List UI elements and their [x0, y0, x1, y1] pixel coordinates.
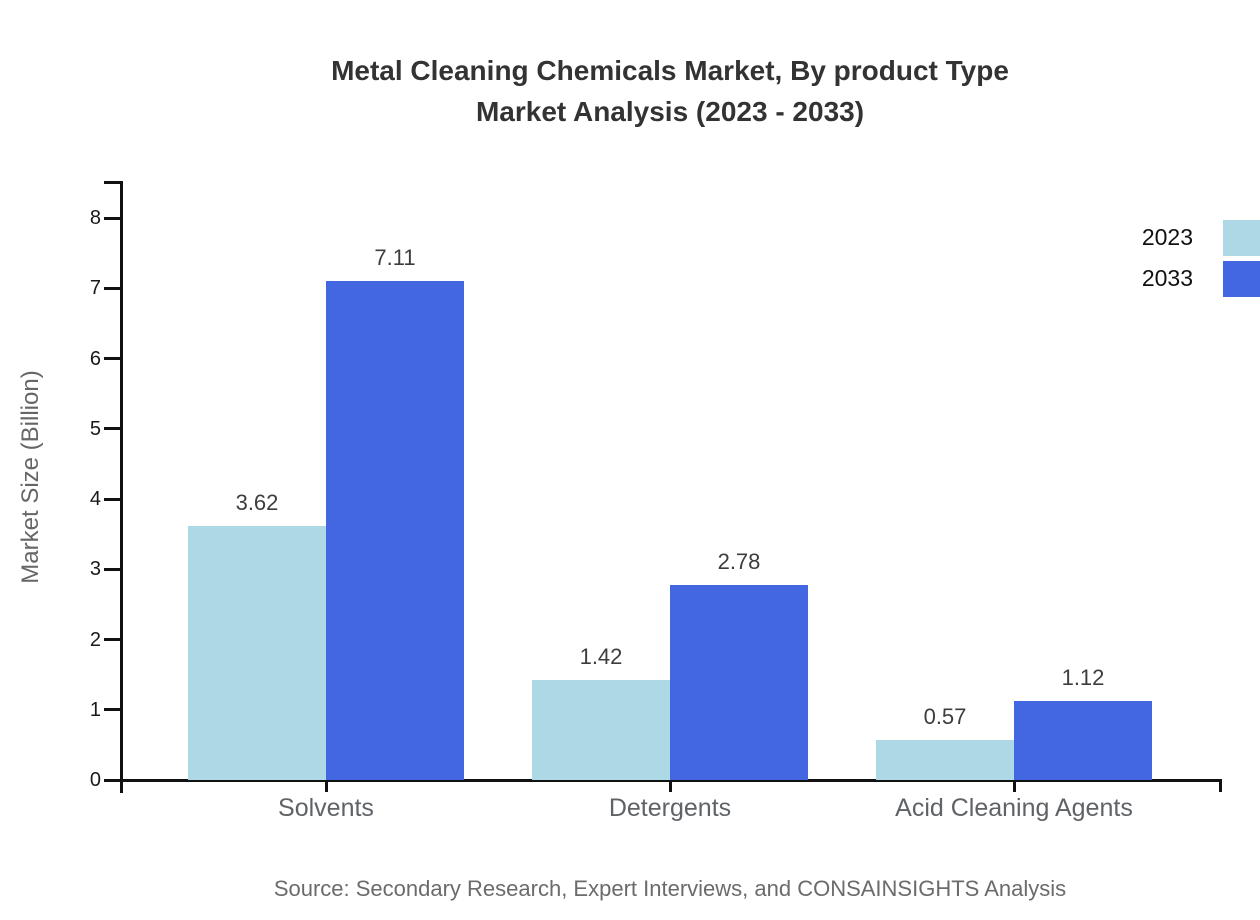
- legend-label-2023: 2023: [1141, 224, 1193, 250]
- bar-2033-solvents: [326, 280, 464, 780]
- chart-title-line1: Metal Cleaning Chemicals Market, By prod…: [331, 55, 1009, 86]
- category-label: Detergents: [608, 794, 732, 822]
- legend-label-2033: 2033: [1141, 265, 1193, 291]
- y-axis-tick-label: 5: [89, 417, 101, 440]
- bar-2023-solvents: [188, 525, 326, 780]
- y-axis-tick: [104, 216, 121, 220]
- y-axis-tick: [104, 638, 121, 641]
- legend: 2023 2033: [1142, 217, 1260, 299]
- y-axis-tick: [104, 567, 121, 571]
- y-axis-tick: [104, 497, 121, 501]
- bar-2033-acid-cleaning-agents: [1014, 701, 1152, 780]
- value-label: 0.57: [923, 703, 967, 729]
- category-label: Acid Cleaning Agents: [895, 794, 1133, 822]
- y-axis-tick-label: 2: [89, 628, 101, 651]
- value-label: 2.78: [717, 548, 761, 574]
- x-axis-line: [106, 778, 1222, 782]
- y-axis-tick: [104, 708, 121, 712]
- y-axis-tick-label: 6: [89, 347, 101, 370]
- y-axis-tick: [104, 778, 121, 782]
- chart-title: Metal Cleaning Chemicals Market, By prod…: [80, 50, 1260, 132]
- y-axis-tick-label: 1: [89, 698, 101, 721]
- chart-title-line2: Market Analysis (2023 - 2033): [475, 96, 865, 127]
- x-axis-tick: [1012, 780, 1016, 792]
- y-axis-end-cap: [104, 181, 121, 184]
- legend-swatch-2023: [1223, 219, 1260, 256]
- y-axis-tick-label: 4: [89, 488, 101, 510]
- bar-2033-detergents: [670, 584, 808, 780]
- y-axis-tick: [104, 357, 121, 360]
- y-axis-tick-label: 7: [89, 277, 101, 300]
- value-label: 1.42: [579, 644, 623, 670]
- x-axis-tick: [668, 780, 672, 792]
- y-axis-tick: [104, 286, 121, 290]
- legend-item-2033: 2033: [1142, 258, 1260, 299]
- value-label: 3.62: [235, 489, 279, 515]
- category-label: Solvents: [278, 794, 374, 822]
- x-axis-tick: [324, 780, 328, 792]
- legend-swatch-2033: [1223, 260, 1260, 297]
- bar-2023-acid-cleaning-agents: [876, 739, 1014, 780]
- x-axis-end-cap: [1219, 780, 1222, 792]
- y-axis-tick-label: 0: [89, 769, 101, 791]
- y-axis-tick-label: 3: [89, 558, 101, 581]
- bar-2023-detergents: [532, 680, 670, 780]
- y-axis-line: [119, 181, 123, 793]
- legend-item-2023: 2023: [1142, 217, 1260, 258]
- source-note: Source: Secondary Research, Expert Inter…: [273, 876, 1067, 901]
- y-axis-tick: [104, 427, 121, 431]
- y-axis-tick-label: 8: [89, 207, 101, 229]
- value-label: 1.12: [1061, 665, 1105, 691]
- value-label: 7.11: [374, 244, 416, 270]
